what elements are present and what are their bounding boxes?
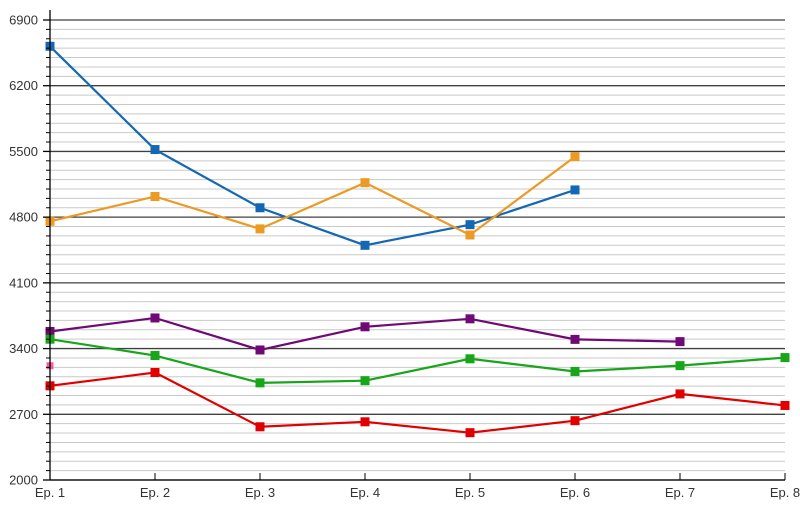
svg-text:Ep. 4: Ep. 4 (350, 485, 380, 500)
svg-text:Ep. 2: Ep. 2 (140, 485, 170, 500)
svg-text:4800: 4800 (9, 210, 38, 225)
svg-text:3400: 3400 (9, 341, 38, 356)
svg-text:Ep. 8: Ep. 8 (770, 485, 800, 500)
svg-text:6200: 6200 (9, 78, 38, 93)
svg-text:5500: 5500 (9, 144, 38, 159)
svg-text:Ep. 1: Ep. 1 (35, 485, 65, 500)
svg-text:2700: 2700 (9, 407, 38, 422)
svg-text:2000: 2000 (9, 473, 38, 488)
svg-text:Ep. 3: Ep. 3 (245, 485, 275, 500)
svg-text:Ep. 7: Ep. 7 (665, 485, 695, 500)
svg-text:Ep. 5: Ep. 5 (455, 485, 485, 500)
svg-text:6900: 6900 (9, 13, 38, 28)
svg-text:Ep. 6: Ep. 6 (560, 485, 590, 500)
svg-text:4100: 4100 (9, 275, 38, 290)
